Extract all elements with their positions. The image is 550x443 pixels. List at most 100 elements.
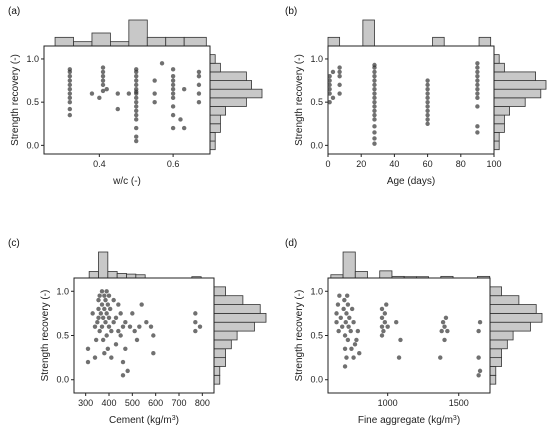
data-point (372, 104, 377, 109)
data-point (100, 65, 106, 70)
x-axis-label: Age (days) (387, 176, 435, 187)
data-point (67, 82, 73, 88)
data-point (132, 328, 137, 334)
data-point (372, 87, 377, 92)
data-point (92, 324, 98, 329)
data-point (96, 306, 101, 312)
data-point (425, 82, 430, 88)
y-tick-label: 0.0 (310, 140, 323, 150)
data-point (134, 337, 140, 343)
data-point (341, 306, 346, 312)
data-point (170, 125, 176, 131)
data-point (134, 95, 139, 101)
data-point (354, 337, 359, 343)
right-hist-bar (493, 140, 500, 151)
data-point (134, 104, 139, 109)
right-hist-bar (489, 321, 531, 332)
data-point (197, 324, 203, 329)
data-point (170, 78, 176, 83)
data-point (67, 106, 73, 112)
chart-panel-4: (d) 1000 1500 0.0 0.5 1.0 Fine aggregate (kg/m… (285, 238, 543, 426)
y-tick-label: 1.0 (310, 286, 323, 296)
data-point (85, 346, 91, 351)
data-point (334, 311, 339, 316)
data-point (355, 328, 361, 334)
data-point (445, 328, 450, 334)
x-tick-label: 80 (456, 159, 466, 169)
data-point (394, 320, 399, 325)
data-point (67, 99, 73, 105)
data-point (102, 293, 107, 298)
data-point (159, 61, 165, 66)
data-point (349, 346, 354, 351)
data-point (104, 87, 109, 92)
data-point (439, 328, 444, 334)
top-hist-bar (116, 273, 127, 279)
right-hist-bar (213, 348, 226, 359)
x-tick-label: 0.4 (93, 159, 106, 169)
data-point (113, 342, 119, 347)
panel-label: (a) (8, 6, 20, 17)
data-point (327, 78, 332, 83)
data-point (134, 67, 139, 72)
data-point (342, 333, 348, 338)
data-point (475, 65, 480, 70)
right-hist-bar (209, 97, 247, 107)
data-point (116, 328, 121, 334)
top-hist-bar (183, 36, 207, 47)
data-point (344, 311, 349, 316)
data-point (442, 337, 447, 343)
right-hist-bar (489, 348, 502, 359)
data-point (334, 320, 339, 325)
data-point (475, 74, 480, 79)
x-axis-label: Cement (kg/m3) (109, 415, 179, 427)
data-point (196, 69, 202, 75)
data-point (106, 293, 112, 298)
data-point (97, 293, 102, 298)
data-point (67, 87, 73, 92)
data-point (196, 99, 202, 105)
top-hist-bar (98, 251, 109, 279)
data-point (67, 91, 73, 96)
right-hist-bar (493, 97, 526, 107)
right-hist-bar (493, 80, 547, 90)
data-point (130, 311, 135, 316)
data-point (476, 373, 481, 378)
data-point (89, 91, 95, 96)
y-tick-label: 1.0 (56, 286, 69, 296)
right-hist-bar (493, 88, 542, 99)
data-point (67, 112, 73, 118)
data-point (105, 302, 111, 307)
data-point (336, 328, 341, 334)
panel-label: (d) (285, 238, 297, 249)
top-hist-bar (327, 36, 341, 47)
data-point (196, 74, 202, 79)
data-point (337, 65, 342, 70)
data-point (425, 99, 430, 105)
data-point (123, 320, 128, 325)
data-point (425, 108, 430, 114)
data-point (123, 346, 128, 351)
data-point (111, 297, 116, 303)
data-point (337, 82, 342, 88)
data-point (425, 78, 430, 83)
data-point (381, 328, 386, 334)
data-point (327, 82, 332, 88)
data-point (342, 346, 348, 351)
data-point (120, 359, 126, 365)
data-point (351, 320, 356, 325)
data-point (152, 99, 157, 105)
x-tick-label: 400 (101, 398, 116, 408)
x-tick-label: 700 (171, 398, 186, 408)
data-point (475, 104, 480, 109)
data-point (104, 289, 109, 294)
right-hist-bar (213, 312, 267, 323)
data-point (327, 87, 332, 92)
data-point (372, 141, 377, 146)
data-point (126, 91, 132, 96)
data-point (335, 302, 341, 307)
data-point (90, 311, 95, 316)
data-point (100, 69, 106, 75)
data-point (99, 324, 105, 329)
right-hist-bar (489, 330, 514, 341)
